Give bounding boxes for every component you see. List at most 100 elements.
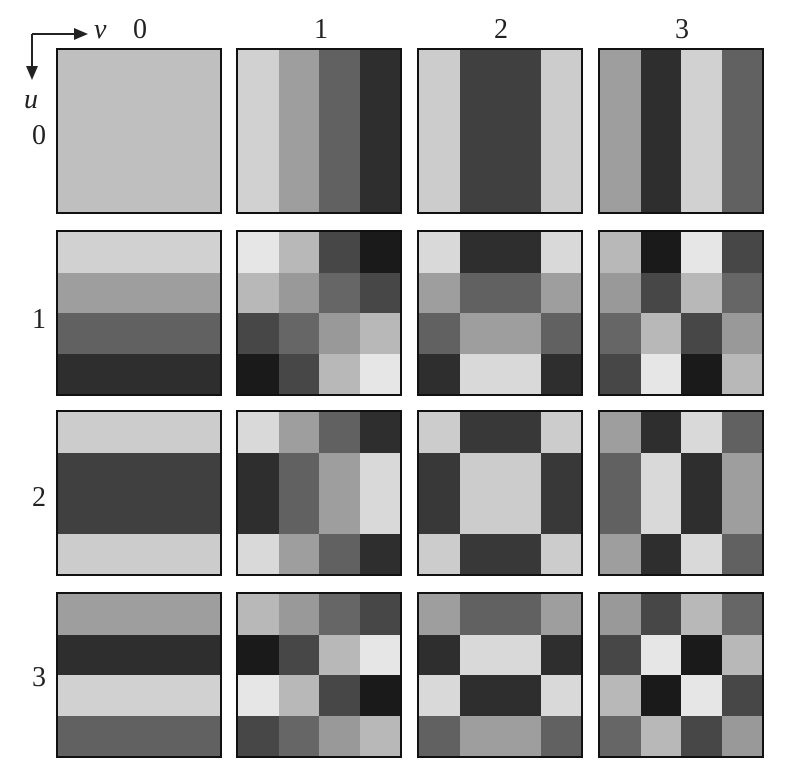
tile-cell [139, 533, 180, 574]
tile-cell [500, 715, 541, 756]
tile-cell [500, 313, 541, 354]
tile-cell [58, 594, 99, 635]
tile-cell [681, 452, 722, 493]
tile-cell [359, 131, 400, 172]
tile-cell [419, 50, 460, 91]
tile-cell [540, 131, 581, 172]
tile-cell [721, 313, 762, 354]
tile-cell [600, 412, 641, 453]
tile-cell [359, 675, 400, 716]
tile-cell [179, 715, 220, 756]
tile-cell [319, 353, 360, 394]
tile-cell [319, 272, 360, 313]
tile-cell [540, 715, 581, 756]
tile-cell [419, 634, 460, 675]
basis-tile-u2-v0 [56, 410, 222, 576]
basis-tile-u0-v1 [236, 48, 402, 214]
tile-cell [58, 412, 99, 453]
tile-cell [139, 90, 180, 131]
tile-cell [681, 594, 722, 635]
tile-cell [139, 232, 180, 273]
tile-cell [419, 232, 460, 273]
tile-cell [640, 634, 681, 675]
tile-cell [640, 171, 681, 212]
tile-cell [58, 50, 99, 91]
row-label-1: 1 [32, 304, 46, 335]
tile-cell [238, 272, 279, 313]
tile-cell [98, 353, 139, 394]
tile-cell [681, 90, 722, 131]
tile-cell [179, 90, 220, 131]
tile-cell [179, 452, 220, 493]
tile-cell [600, 594, 641, 635]
tile-cell [359, 313, 400, 354]
tile-cell [139, 493, 180, 534]
tile-cell [500, 272, 541, 313]
tile-cell [640, 313, 681, 354]
tile-cell [419, 533, 460, 574]
tile-cell [319, 313, 360, 354]
tile-cell [681, 493, 722, 534]
tile-cell [721, 675, 762, 716]
row-label-0: 0 [32, 120, 46, 151]
tile-cell [500, 493, 541, 534]
tile-cell [640, 675, 681, 716]
tile-cell [540, 412, 581, 453]
tile-cell [139, 594, 180, 635]
tile-cell [540, 634, 581, 675]
tile-cell [238, 412, 279, 453]
tile-cell [98, 171, 139, 212]
tile-cell [179, 533, 220, 574]
tile-cell [681, 232, 722, 273]
u-axis-arrowhead [26, 66, 38, 80]
tile-cell [319, 232, 360, 273]
tile-cell [540, 50, 581, 91]
tile-cell [640, 90, 681, 131]
tile-cell [98, 493, 139, 534]
basis-tile-u2-v2 [417, 410, 583, 576]
tile-cell [139, 634, 180, 675]
tile-cell [500, 412, 541, 453]
tile-cell [319, 533, 360, 574]
tile-cell [681, 313, 722, 354]
tile-cell [58, 353, 99, 394]
tile-cell [359, 171, 400, 212]
tile-cell [238, 594, 279, 635]
tile-cell [540, 533, 581, 574]
tile-cell [98, 272, 139, 313]
tile-cell [540, 452, 581, 493]
tile-cell [98, 634, 139, 675]
tile-cell [459, 353, 500, 394]
tile-cell [640, 594, 681, 635]
tile-cell [459, 493, 500, 534]
tile-cell [319, 675, 360, 716]
tile-cell [359, 715, 400, 756]
basis-tile-u0-v2 [417, 48, 583, 214]
column-label-1: 1 [314, 14, 328, 45]
tile-cell [640, 452, 681, 493]
tile-cell [359, 452, 400, 493]
tile-cell [139, 412, 180, 453]
column-label-0: 0 [133, 14, 147, 45]
tile-cell [58, 493, 99, 534]
tile-cell [419, 353, 460, 394]
tile-cell [419, 412, 460, 453]
tile-cell [278, 272, 319, 313]
tile-cell [721, 232, 762, 273]
tile-cell [681, 715, 722, 756]
tile-cell [238, 313, 279, 354]
tile-cell [640, 50, 681, 91]
tile-cell [419, 313, 460, 354]
tile-cell [98, 715, 139, 756]
tile-cell [500, 634, 541, 675]
tile-cell [58, 131, 99, 172]
tile-cell [600, 50, 641, 91]
tile-cell [98, 313, 139, 354]
tile-cell [500, 90, 541, 131]
tile-cell [721, 634, 762, 675]
tile-cell [278, 171, 319, 212]
tile-cell [721, 594, 762, 635]
tile-cell [238, 715, 279, 756]
tile-cell [179, 353, 220, 394]
tile-cell [721, 533, 762, 574]
